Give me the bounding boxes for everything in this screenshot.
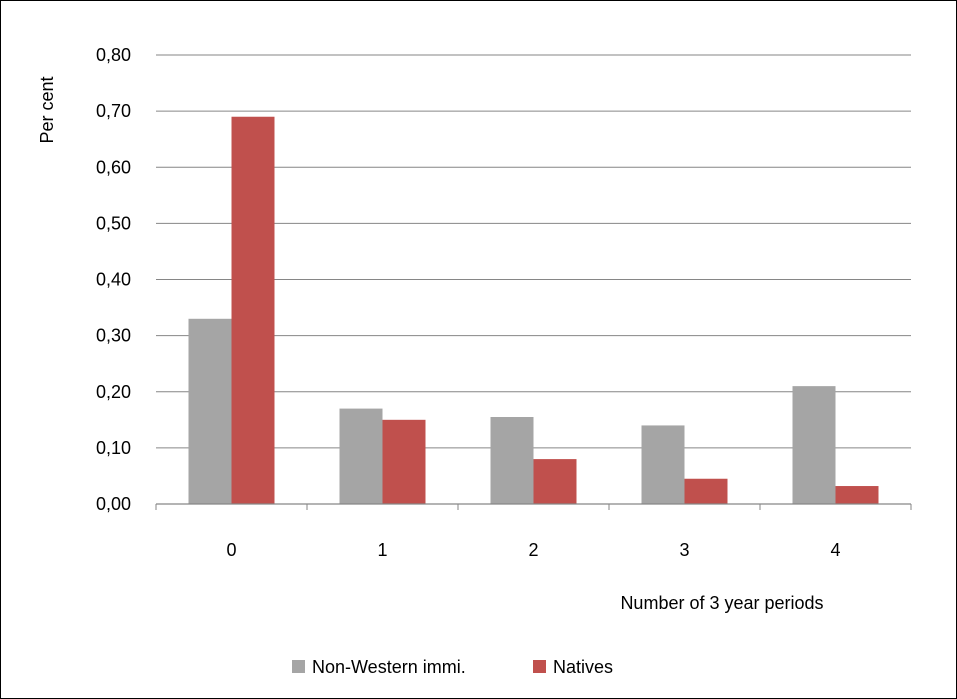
x-tick-label: 4 (830, 540, 840, 560)
legend-label-natives: Natives (553, 657, 613, 677)
y-axis-ticks: 0,00 0,10 0,20 0,30 0,40 0,50 0,60 0,70 0,80 (96, 45, 131, 514)
legend-label-non-western: Non-Western immi. (312, 657, 466, 677)
x-tick-label: 1 (377, 540, 387, 560)
y-tick-label: 0,70 (96, 101, 131, 121)
y-tick-label: 0,40 (96, 270, 131, 290)
y-tick-label: 0,00 (96, 494, 131, 514)
legend: Non-Western immi. Natives (292, 657, 613, 677)
x-tick-label: 2 (528, 540, 538, 560)
bar-non-western-0 (188, 318, 232, 504)
y-tick-label: 0,80 (96, 45, 131, 65)
bar-non-western-1 (339, 408, 383, 504)
y-tick-label: 0,10 (96, 438, 131, 458)
legend-swatch-natives (533, 660, 546, 673)
x-tick-label: 0 (226, 540, 236, 560)
bar-non-western-2 (490, 417, 534, 504)
y-tick-label: 0,50 (96, 213, 131, 233)
y-axis-title: Per cent (37, 76, 57, 143)
bar-natives-3 (684, 478, 728, 504)
y-tick-label: 0,30 (96, 326, 131, 346)
gridlines (156, 54, 911, 449)
y-tick-label: 0,20 (96, 382, 131, 402)
bar-non-western-4 (792, 386, 836, 504)
y-tick-label: 0,60 (96, 157, 131, 177)
bar-natives-4 (835, 486, 879, 504)
bar-natives-0 (231, 116, 275, 505)
x-axis-ticks: 0 1 2 3 4 (155, 504, 912, 560)
legend-swatch-non-western (292, 660, 305, 673)
bar-non-western-3 (641, 425, 685, 504)
bar-natives-2 (533, 459, 577, 504)
bar-natives-1 (382, 419, 426, 504)
x-axis-title: Number of 3 year periods (620, 593, 823, 613)
x-tick-label: 3 (679, 540, 689, 560)
bars (188, 116, 879, 505)
